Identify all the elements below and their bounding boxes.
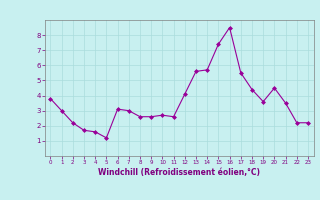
X-axis label: Windchill (Refroidissement éolien,°C): Windchill (Refroidissement éolien,°C): [98, 168, 260, 177]
